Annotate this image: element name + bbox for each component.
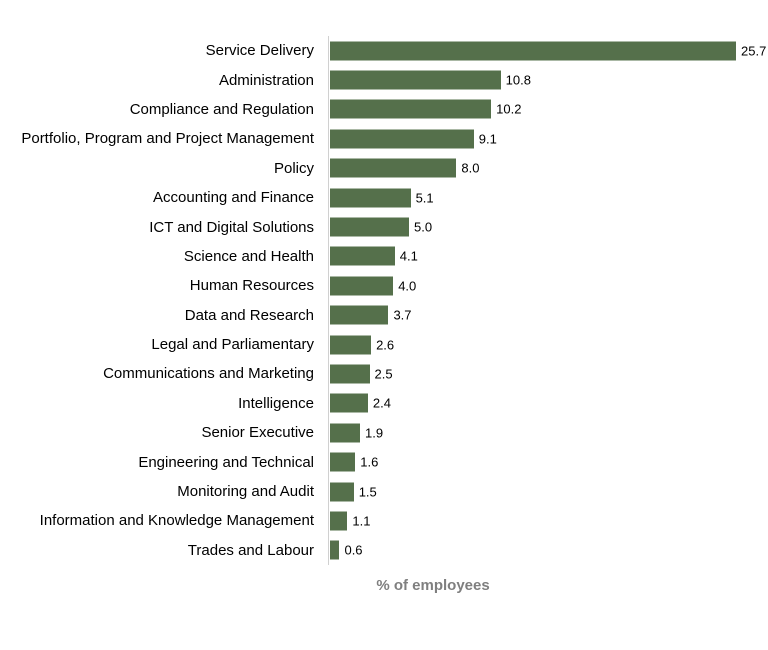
- bar: [330, 393, 368, 413]
- bar: [330, 276, 394, 296]
- category-label: ICT and Digital Solutions: [149, 218, 314, 236]
- category-label: Monitoring and Audit: [177, 483, 314, 501]
- bar-row: Policy 8.0: [0, 154, 768, 183]
- bar-row: Accounting and Finance 5.1: [0, 183, 768, 212]
- bar: [330, 129, 474, 149]
- bar: [330, 70, 501, 90]
- bar: [330, 188, 411, 208]
- bar-row: Administration 10.8: [0, 65, 768, 94]
- category-label: Administration: [218, 71, 314, 89]
- category-label: Trades and Labour: [187, 541, 314, 559]
- bar-row: Monitoring and Audit 1.5: [0, 477, 768, 506]
- category-label: Senior Executive: [201, 424, 314, 442]
- bar-row: Legal and Parliamentary 2.6: [0, 330, 768, 359]
- bar-row: Information and Knowledge Management 1.1: [0, 506, 768, 535]
- bar-row: Data and Research 3.7: [0, 301, 768, 330]
- value-label: 9.1: [478, 131, 497, 147]
- bar-row: Human Resources 4.0: [0, 271, 768, 300]
- bar: [330, 335, 372, 355]
- category-label: Accounting and Finance: [153, 189, 314, 207]
- value-label: 1.1: [352, 513, 371, 529]
- bar-row: Communications and Marketing 2.5: [0, 359, 768, 388]
- bar-row: Compliance and Regulation 10.2: [0, 95, 768, 124]
- y-axis-line: [328, 36, 329, 565]
- bar-row: Portfolio, Program and Project Managemen…: [0, 124, 768, 153]
- bar: [330, 540, 340, 560]
- bar: [330, 158, 457, 178]
- x-axis-title: % of employees: [376, 577, 490, 594]
- category-label: Portfolio, Program and Project Managemen…: [21, 130, 314, 148]
- value-label: 10.8: [505, 72, 531, 88]
- category-label: Human Resources: [189, 277, 314, 295]
- category-label: Engineering and Technical: [138, 453, 314, 471]
- category-label: Policy: [273, 159, 314, 177]
- value-label: 1.6: [360, 454, 379, 470]
- value-label: 2.5: [374, 366, 393, 382]
- bar: [330, 305, 389, 325]
- value-label: 1.5: [358, 484, 377, 500]
- value-label: 5.0: [414, 219, 433, 235]
- bar: [330, 364, 370, 384]
- category-label: Legal and Parliamentary: [151, 336, 314, 354]
- value-label: 10.2: [496, 101, 522, 117]
- bar-row: ICT and Digital Solutions 5.0: [0, 212, 768, 241]
- category-label: Information and Knowledge Management: [39, 512, 314, 530]
- value-label: 0.6: [344, 542, 363, 558]
- value-label: 4.0: [398, 278, 417, 294]
- category-label: Communications and Marketing: [103, 365, 314, 383]
- value-label: 25.7: [741, 43, 767, 59]
- bar-row: Trades and Labour 0.6: [0, 536, 768, 565]
- bar: [330, 482, 354, 502]
- bar-row: Service Delivery 25.7: [0, 36, 768, 65]
- bar: [330, 41, 737, 61]
- bar: [330, 452, 356, 472]
- bar-row: Intelligence 2.4: [0, 389, 768, 418]
- value-label: 4.1: [399, 248, 418, 264]
- bar-row: Science and Health 4.1: [0, 242, 768, 271]
- value-label: 5.1: [415, 190, 434, 206]
- value-label: 2.4: [372, 395, 391, 411]
- category-label: Intelligence: [238, 394, 314, 412]
- bar-row: Senior Executive 1.9: [0, 418, 768, 447]
- bar: [330, 217, 409, 237]
- category-label: Compliance and Regulation: [129, 100, 314, 118]
- category-label: Service Delivery: [205, 42, 314, 60]
- value-label: 3.7: [393, 307, 412, 323]
- category-label: Science and Health: [183, 247, 314, 265]
- value-label: 8.0: [461, 160, 480, 176]
- bar: [330, 246, 395, 266]
- bar-row: Engineering and Technical 1.6: [0, 447, 768, 476]
- bar: [330, 511, 348, 531]
- bar: [330, 423, 361, 443]
- category-label: Data and Research: [184, 306, 314, 324]
- bar: [330, 99, 492, 119]
- value-label: 2.6: [376, 337, 395, 353]
- value-label: 1.9: [365, 425, 384, 441]
